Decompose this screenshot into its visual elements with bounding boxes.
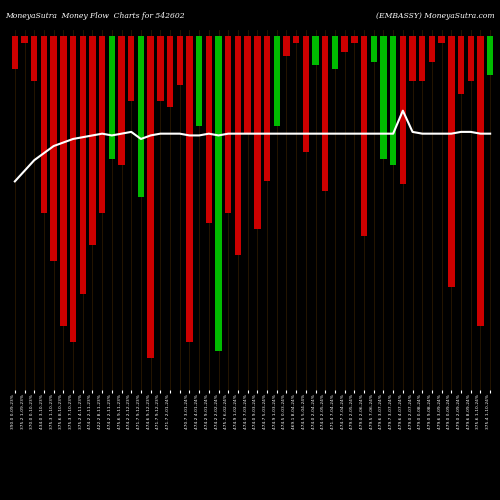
Bar — [410, 36, 416, 82]
Bar — [419, 36, 426, 82]
Bar — [264, 36, 270, 181]
Bar — [284, 36, 290, 56]
Bar — [118, 36, 124, 165]
Bar — [458, 36, 464, 94]
Bar — [128, 36, 134, 100]
Bar — [99, 36, 105, 213]
Bar — [108, 36, 115, 158]
Bar — [50, 36, 57, 262]
Bar — [31, 36, 38, 82]
Bar — [70, 36, 76, 342]
Bar — [478, 36, 484, 326]
Bar — [380, 36, 386, 158]
Bar — [448, 36, 454, 287]
Bar — [400, 36, 406, 184]
Bar — [312, 36, 318, 66]
Bar — [196, 36, 202, 126]
Bar — [216, 36, 222, 352]
Bar — [370, 36, 377, 62]
Bar — [41, 36, 47, 213]
Bar — [429, 36, 435, 62]
Bar — [244, 36, 251, 133]
Bar — [80, 36, 86, 294]
Bar — [235, 36, 241, 255]
Text: (EMBASSY) MoneyaSutra.com: (EMBASSY) MoneyaSutra.com — [376, 12, 495, 20]
Bar — [302, 36, 309, 152]
Bar — [12, 36, 18, 68]
Bar — [487, 36, 494, 75]
Bar — [322, 36, 328, 190]
Bar — [468, 36, 474, 82]
Bar — [206, 36, 212, 223]
Bar — [90, 36, 96, 246]
Bar — [254, 36, 260, 230]
Bar — [293, 36, 300, 43]
Bar — [176, 36, 183, 84]
Bar — [342, 36, 348, 52]
Bar — [274, 36, 280, 126]
Bar — [225, 36, 232, 213]
Bar — [138, 36, 144, 197]
Bar — [186, 36, 192, 342]
Bar — [361, 36, 367, 235]
Text: MoneyaSutra  Money Flow  Charts for 542602: MoneyaSutra Money Flow Charts for 542602 — [5, 12, 184, 20]
Bar — [332, 36, 338, 68]
Bar — [167, 36, 173, 107]
Bar — [390, 36, 396, 165]
Bar — [157, 36, 164, 100]
Bar — [351, 36, 358, 43]
Bar — [22, 36, 28, 43]
Bar — [438, 36, 445, 43]
Bar — [60, 36, 66, 326]
Bar — [148, 36, 154, 358]
